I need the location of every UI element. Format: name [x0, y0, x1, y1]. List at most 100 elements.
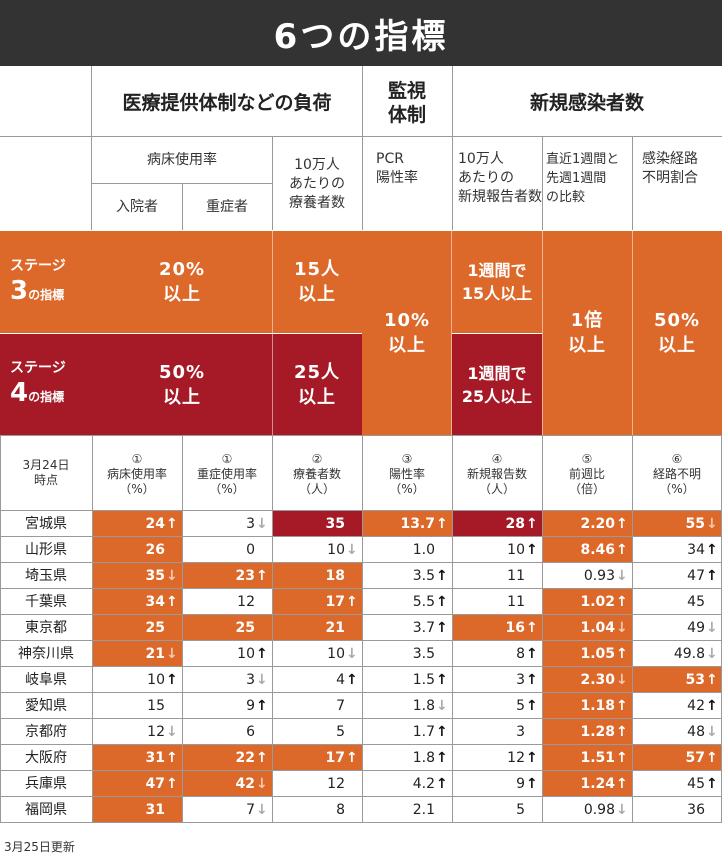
stage4-band [0, 334, 362, 435]
cell-value: 1.7 [412, 723, 435, 740]
stage4-new-reports: 1週間で 25人以上 [461, 363, 533, 406]
cell-value: 36 [687, 801, 705, 818]
arrow-down-icon: ↓ [166, 723, 178, 740]
table-cell: 34 ↑ [93, 589, 182, 614]
prefecture-name: 福岡県 [25, 802, 67, 818]
divider-line [632, 231, 633, 435]
cell-value: 1.18 [580, 697, 615, 714]
cell-value: 3.5 [412, 645, 435, 662]
cell-value: 10 [147, 671, 165, 688]
divider-line [0, 562, 722, 563]
column-header: ① 病床使用率 （%） [106, 451, 167, 496]
header-unknown-route: 感染経路 不明割合 [642, 151, 698, 186]
cell-value: 42 [235, 775, 255, 792]
cell-value: 2.1 [412, 801, 435, 818]
table-cell: 7 ↓ [183, 797, 272, 822]
table-cell: 3.5 [363, 641, 452, 666]
divider-line [92, 435, 93, 822]
cell-value: 34 [145, 593, 165, 610]
prefecture-name: 愛知県 [25, 698, 67, 714]
cell-value: 28 [505, 515, 525, 532]
cell-value: 35 [145, 567, 165, 584]
cell-value: 0 [246, 541, 255, 558]
cell-value: 0.98 [583, 801, 615, 818]
divider-line [0, 536, 722, 537]
reports-stage3-band [452, 231, 542, 333]
table-cell: 23 ↑ [183, 563, 272, 588]
cell-value: 4.2 [412, 775, 435, 792]
header-bed-usage: 病床使用率 [147, 151, 217, 168]
arrow-up-icon: ↑ [616, 593, 628, 610]
cell-value: 1.28 [580, 723, 615, 740]
divider-line [362, 66, 363, 230]
table-cell: 1.5 ↑ [363, 667, 452, 692]
cell-value: 42 [687, 697, 705, 714]
divider-line [0, 640, 722, 641]
arrow-up-icon: ↑ [706, 775, 718, 792]
arrow-down-icon: ↓ [706, 723, 718, 740]
pcr-threshold: 10% 以上 [383, 310, 431, 356]
arrow-up-icon: ↑ [616, 645, 628, 662]
table-cell: 35 [273, 511, 362, 536]
table-cell: 0.98 ↓ [543, 797, 632, 822]
cell-value: 2.30 [580, 671, 615, 688]
table-cell: 1.28 ↑ [543, 719, 632, 744]
table-cell: 34 ↑ [633, 537, 722, 562]
divider-line [0, 744, 722, 745]
prefecture-name: 宮城県 [25, 516, 67, 532]
cell-value: 18 [325, 567, 345, 584]
table-cell: 1.18 ↑ [543, 693, 632, 718]
cell-value: 45 [687, 775, 705, 792]
cell-value: 8 [516, 645, 525, 662]
cell-value: 1.8 [412, 697, 435, 714]
divider-line [632, 136, 633, 230]
cell-value: 1.51 [580, 749, 615, 766]
cell-value: 2.20 [580, 515, 615, 532]
divider-line [0, 136, 722, 137]
table-cell: 42 ↑ [633, 693, 722, 718]
column-header: ⑤ 前週比 （倍） [568, 451, 605, 496]
arrow-up-icon: ↑ [256, 697, 268, 714]
arrow-down-icon: ↓ [256, 801, 268, 818]
arrow-up-icon: ↑ [256, 567, 268, 584]
cell-value: 3.5 [412, 567, 435, 584]
cell-value: 4 [336, 671, 345, 688]
stage3-recuperating: 15人 以上 [293, 259, 341, 305]
arrow-up-icon: ↑ [526, 619, 538, 636]
cell-value: 55 [685, 515, 705, 532]
arrow-down-icon: ↓ [616, 671, 628, 688]
arrow-up-icon: ↑ [526, 645, 538, 662]
table-cell: 42 ↓ [183, 771, 272, 796]
table-cell: 2.30 ↓ [543, 667, 632, 692]
week-ratio-threshold: 1倍 以上 [568, 310, 606, 356]
arrow-down-icon: ↓ [256, 775, 268, 792]
stage4-label: ステージ 4の指標 [10, 360, 66, 408]
divider-line [542, 231, 543, 435]
divider-line [0, 718, 722, 719]
arrow-down-icon: ↓ [706, 645, 718, 662]
table-cell: 3 ↓ [183, 511, 272, 536]
arrow-up-icon: ↑ [256, 749, 268, 766]
cell-value: 9 [246, 697, 255, 714]
arrow-up-icon: ↑ [166, 671, 178, 688]
cell-value: 8.46 [580, 541, 615, 558]
cell-value: 31 [145, 749, 165, 766]
divider-line [272, 435, 273, 822]
header-severe: 重症者 [206, 198, 248, 215]
arrow-up-icon: ↑ [166, 749, 178, 766]
arrow-up-icon: ↑ [436, 671, 448, 688]
cell-value: 45 [687, 593, 705, 610]
cell-value: 16 [505, 619, 525, 636]
divider-line [0, 822, 722, 823]
table-cell: 8.46 ↑ [543, 537, 632, 562]
cell-value: 0.93 [583, 567, 615, 584]
header-new-reports: 10万人 あたりの 新規報告者数 [458, 151, 542, 205]
divider-line [542, 136, 543, 230]
arrow-up-icon: ↑ [346, 671, 358, 688]
arrow-down-icon: ↓ [346, 645, 358, 662]
column-header: ④ 新規報告数 （人） [466, 451, 527, 496]
footer-updated: 3月25日更新 [4, 840, 75, 854]
arrow-up-icon: ↑ [166, 775, 178, 792]
cell-value: 47 [687, 567, 705, 584]
divider-line [0, 796, 722, 797]
